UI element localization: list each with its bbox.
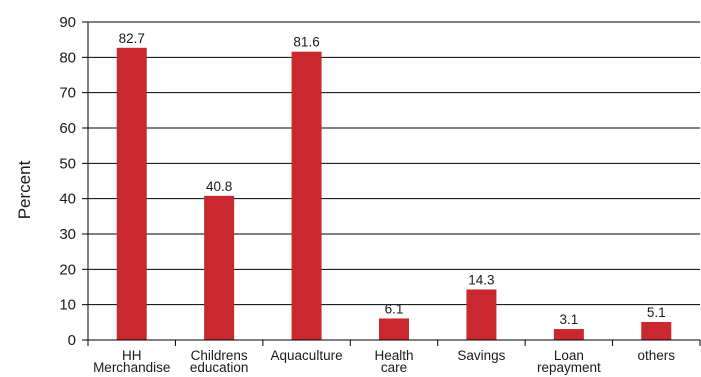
- bar-value-label: 3.1: [559, 312, 578, 327]
- y-tick-label: 10: [59, 297, 76, 314]
- y-tick-label: 20: [59, 261, 76, 278]
- y-tick-label: 50: [59, 155, 76, 172]
- x-category-label-line: repayment: [537, 360, 601, 375]
- category-labels: HH Merchandise Childrens education Aquacultu…: [93, 348, 675, 375]
- x-category-label-line: others: [638, 348, 676, 363]
- bar-value-label: 81.6: [293, 35, 319, 50]
- bar: [641, 321, 672, 340]
- gridlines: [88, 21, 700, 306]
- bar: [553, 329, 584, 340]
- y-tick-label: 40: [59, 191, 76, 208]
- bar-value-label: 14.3: [468, 272, 494, 287]
- x-category-label: Loan repayment: [537, 348, 601, 375]
- x-category-label-line: Savings: [457, 348, 505, 363]
- bar-value-label: 82.7: [119, 31, 145, 46]
- y-tick-label: 70: [59, 85, 76, 102]
- x-category-label-line: Health: [374, 348, 413, 363]
- x-category-label-line: Childrens: [191, 348, 248, 363]
- x-category-label-line: Aquaculture: [271, 348, 343, 363]
- x-category-label: Health care: [374, 348, 413, 375]
- y-tick-label: 80: [59, 49, 76, 66]
- bars: [116, 47, 672, 341]
- bar: [379, 318, 409, 340]
- bar-value-label: 40.8: [206, 179, 232, 194]
- axes: [82, 21, 701, 346]
- bar: [466, 289, 497, 340]
- bar: [291, 51, 322, 341]
- y-tick-label: 90: [59, 14, 76, 31]
- x-category-label: Childrens education: [190, 348, 249, 375]
- bar: [116, 47, 147, 340]
- y-tick-label: 30: [59, 226, 76, 243]
- x-category-label-line: education: [190, 360, 249, 375]
- x-category-label: others: [638, 348, 676, 363]
- y-tick-label: 60: [59, 120, 76, 137]
- value-labels: 82.7 40.8 81.6 6.1 14.3 3.1 5.1: [119, 31, 666, 327]
- x-category-label-line: care: [381, 360, 407, 375]
- y-tick-labels: 0 10 20 30 40 50 60 70 80 90: [59, 14, 76, 349]
- x-category-label: Aquaculture: [271, 348, 343, 363]
- y-tick-label: 0: [68, 332, 76, 349]
- x-category-label: Savings: [457, 348, 505, 363]
- bar: [204, 195, 235, 340]
- x-category-label: HH Merchandise: [93, 348, 170, 375]
- bar-value-label: 5.1: [647, 305, 666, 320]
- x-category-label-line: Loan: [554, 348, 584, 363]
- x-category-label-line: Merchandise: [93, 360, 170, 375]
- x-category-label-line: HH: [122, 348, 142, 363]
- y-axis-label: Percent: [15, 160, 34, 219]
- bar-value-label: 6.1: [385, 301, 404, 316]
